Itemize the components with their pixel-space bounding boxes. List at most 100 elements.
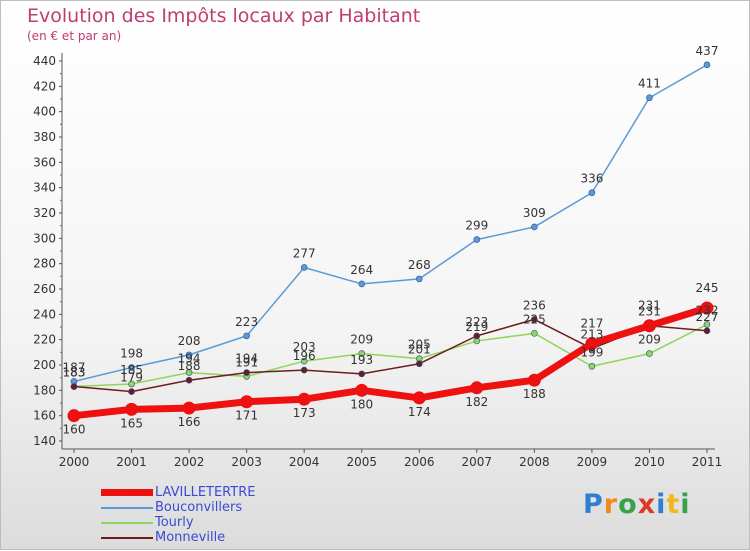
data-label: 437 xyxy=(696,44,719,58)
data-label: 232 xyxy=(696,303,719,317)
data-label: 245 xyxy=(696,281,719,295)
data-point xyxy=(358,350,366,357)
data-label: 160 xyxy=(63,423,86,437)
data-point xyxy=(297,392,311,406)
data-point xyxy=(415,360,423,368)
data-point xyxy=(703,321,711,328)
y-tick-label: 140 xyxy=(33,434,56,448)
logo-letter: o xyxy=(618,489,638,520)
data-point xyxy=(415,275,423,283)
data-point xyxy=(527,373,541,387)
data-label: 309 xyxy=(523,206,546,220)
data-label: 209 xyxy=(638,333,661,347)
data-point xyxy=(243,369,250,376)
data-point xyxy=(473,236,481,243)
x-tick-label: 2004 xyxy=(289,455,320,469)
data-label: 180 xyxy=(350,397,373,411)
y-tick-label: 220 xyxy=(33,333,56,347)
data-point xyxy=(470,381,484,395)
data-point xyxy=(531,316,538,323)
data-point xyxy=(473,332,481,340)
data-point xyxy=(531,223,538,231)
data-label: 205 xyxy=(408,338,431,352)
data-point xyxy=(240,395,254,409)
y-tick-label: 320 xyxy=(33,206,56,220)
data-label: 171 xyxy=(235,409,258,423)
data-label: 183 xyxy=(63,366,86,380)
data-label: 193 xyxy=(350,353,373,367)
x-tick-label: 2008 xyxy=(519,455,550,469)
data-point xyxy=(300,357,308,365)
series-line-lavilletertre xyxy=(73,304,709,420)
data-label: 277 xyxy=(293,246,316,260)
proxiti-logo: Proxiti xyxy=(583,489,691,520)
legend-label: Monneville xyxy=(155,530,226,545)
data-label: 201 xyxy=(408,343,431,357)
data-label: 188 xyxy=(178,359,201,373)
data-label: 182 xyxy=(465,395,488,409)
data-label: 194 xyxy=(178,352,201,366)
y-tick-label: 340 xyxy=(33,181,56,195)
data-label: 173 xyxy=(293,406,316,420)
logo-letter: x xyxy=(637,489,657,520)
data-point xyxy=(585,336,599,350)
logo-letter: i xyxy=(680,489,691,520)
y-tick-label: 200 xyxy=(33,358,56,372)
x-tick-label: 2010 xyxy=(634,455,665,469)
logo-letter: t xyxy=(666,489,681,520)
data-label: 236 xyxy=(523,298,546,312)
chart-title: Evolution des Impôts locaux par Habitant xyxy=(27,5,421,27)
data-label: 227 xyxy=(696,310,719,324)
data-point xyxy=(128,380,135,388)
data-label: 196 xyxy=(293,349,316,363)
x-tick-label: 2002 xyxy=(174,455,205,469)
data-label: 191 xyxy=(235,355,258,369)
y-tick-label: 400 xyxy=(33,105,56,119)
data-label: 188 xyxy=(523,387,546,401)
y-tick-label: 420 xyxy=(33,79,56,93)
x-tick-label: 2005 xyxy=(346,455,377,469)
x-tick-label: 2009 xyxy=(577,455,608,469)
data-label: 264 xyxy=(350,263,373,277)
legend-label: Bouconvillers xyxy=(155,500,243,515)
data-label: 165 xyxy=(120,416,143,430)
legend-swatch xyxy=(101,506,153,509)
data-label: 411 xyxy=(638,77,661,91)
data-label: 336 xyxy=(580,172,603,186)
data-point xyxy=(646,350,653,357)
data-point xyxy=(642,319,656,333)
data-label: 268 xyxy=(408,258,431,272)
data-label: 203 xyxy=(293,340,316,354)
data-label: 185 xyxy=(120,363,143,377)
data-point xyxy=(531,330,538,337)
data-label: 217 xyxy=(580,316,603,330)
legend-swatch xyxy=(101,521,153,524)
logo-letter: i xyxy=(656,489,667,520)
y-tick-label: 360 xyxy=(33,155,56,169)
chart-subtitle: (en € et par an) xyxy=(27,29,122,43)
y-tick-label: 280 xyxy=(33,257,56,271)
data-point xyxy=(358,280,366,288)
data-label: 198 xyxy=(120,347,143,361)
data-point xyxy=(185,376,193,384)
y-tick-label: 160 xyxy=(33,409,56,423)
y-tick-label: 440 xyxy=(33,54,56,68)
series-line-bouconvillers xyxy=(73,64,708,383)
legend-swatch xyxy=(101,489,153,496)
data-label: 179 xyxy=(120,371,143,385)
data-label: 187 xyxy=(63,360,86,374)
x-tick-label: 2000 xyxy=(59,455,90,469)
data-point xyxy=(125,402,139,416)
y-tick-label: 300 xyxy=(33,231,56,245)
data-label: 183 xyxy=(63,366,86,380)
data-point xyxy=(646,94,653,102)
series-line-tourly xyxy=(73,323,708,388)
y-tick-label: 240 xyxy=(33,307,56,321)
data-label: 194 xyxy=(235,352,258,366)
data-point xyxy=(588,189,596,197)
data-point xyxy=(358,370,366,378)
data-label: 225 xyxy=(523,312,546,326)
data-point xyxy=(243,332,250,340)
